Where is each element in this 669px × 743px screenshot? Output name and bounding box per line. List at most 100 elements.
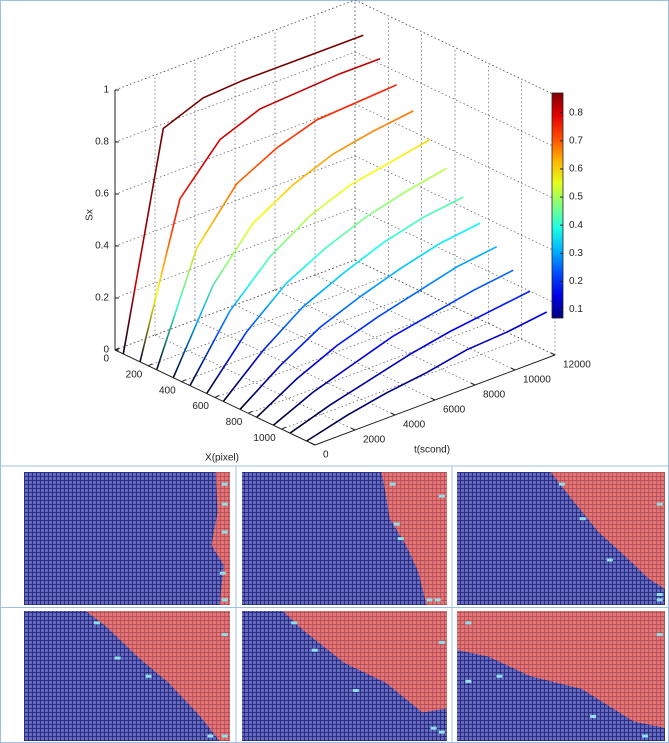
snapshot-spot	[465, 679, 472, 683]
snapshot-region	[550, 472, 665, 590]
snapshot-spot	[145, 674, 152, 678]
waterfall-curve	[155, 84, 398, 371]
snapshot-spot	[642, 734, 649, 738]
waterfall-curve	[139, 57, 381, 363]
grid-line	[281, 338, 522, 430]
waterfall-curve	[172, 110, 414, 379]
tick-mark	[550, 352, 556, 356]
grid-line	[154, 334, 356, 431]
z-tick-label: 0.6	[95, 189, 109, 200]
snapshot-spot	[590, 715, 597, 718]
snapshot-spot	[114, 656, 121, 660]
snapshot-spot	[579, 517, 586, 521]
snapshot-spot	[221, 530, 228, 534]
z-axis-label: Sx	[85, 209, 96, 221]
tick-mark	[350, 427, 356, 431]
snapshot-spot	[94, 621, 101, 625]
snapshot-spot	[656, 598, 663, 602]
z-tick-label: 1	[103, 85, 109, 96]
grid-line	[248, 323, 489, 414]
grid-line	[354, 0, 556, 96]
snapshot-spot	[656, 502, 663, 506]
snapshot-spot	[393, 522, 400, 526]
snapshot-spot	[656, 633, 663, 637]
x-tick-label: 200	[126, 369, 143, 380]
snapshot-spot	[221, 502, 228, 506]
z-tick-label: 0	[103, 345, 109, 356]
colorbar-tick-label: 0.4	[569, 220, 583, 231]
t-tick-label: 2000	[363, 435, 386, 446]
waterfall-curve	[122, 34, 364, 355]
waterfall-curve	[306, 311, 548, 442]
grid-line	[214, 307, 456, 398]
waterfall-curve	[272, 269, 514, 426]
colorbar-tick-label: 0.2	[569, 276, 583, 287]
waterfall-curve	[189, 138, 431, 386]
x-tick-label: 1000	[253, 433, 276, 444]
grid-line	[314, 274, 516, 371]
tick-mark	[148, 363, 153, 367]
grid-line	[148, 275, 389, 367]
snapshot-spot	[438, 640, 445, 644]
x-tick-label: 0	[103, 354, 109, 365]
colorbar-tick-label: 0.7	[569, 135, 583, 146]
snapshot-spot	[426, 598, 433, 602]
x-axis-label: X(pixel)	[205, 453, 239, 464]
snapshot-spot	[221, 734, 228, 738]
waterfall-curve	[222, 196, 464, 402]
snapshot-spot	[558, 482, 565, 486]
tick-mark	[248, 410, 253, 414]
snapshot-spot	[221, 633, 228, 637]
snapshot-spot	[434, 598, 441, 602]
colorbar-tick-label: 0.1	[569, 304, 583, 315]
tick-mark	[430, 397, 436, 401]
t-tick-label: 8000	[483, 390, 506, 401]
t-tick-label: 12000	[563, 360, 591, 371]
x-tick-label: 800	[226, 417, 243, 428]
snapshot-spot	[465, 621, 472, 625]
x-tick-label: 400	[159, 385, 176, 396]
colorbar-tick-label: 0.5	[569, 192, 583, 203]
snapshot-panels	[24, 472, 665, 741]
colorbar	[551, 92, 564, 319]
waterfall-curve	[206, 167, 448, 394]
grid-line	[181, 291, 422, 382]
t-tick-label: 0	[323, 450, 329, 461]
waterfall-curve	[256, 245, 498, 418]
waterfall-curve	[239, 222, 481, 410]
snapshot-spot	[221, 598, 228, 602]
z-tick-label: 0.4	[95, 241, 109, 252]
grid-line	[114, 0, 356, 91]
t-tick-label: 4000	[403, 420, 426, 431]
t-tick-label: 6000	[443, 405, 466, 416]
snapshot-region	[283, 611, 447, 713]
snapshot-spot	[397, 537, 404, 541]
tick-mark	[114, 347, 120, 351]
tick-mark	[281, 426, 286, 430]
snapshot-spot	[219, 571, 226, 575]
grid-line	[274, 289, 476, 386]
snapshot-region	[457, 611, 665, 728]
snapshot-spot	[291, 621, 298, 625]
t-tick-label: 10000	[523, 375, 551, 386]
snapshot-spot	[221, 482, 228, 486]
snapshot-spot	[496, 674, 503, 678]
tick-mark	[181, 379, 186, 383]
waterfall-curve	[289, 290, 531, 434]
snapshot-spot	[430, 726, 437, 730]
tick-mark	[390, 412, 396, 416]
plot-3d: 00.20.40.60.8102004006008001000020004000…	[95, 0, 591, 461]
snapshot-spot	[207, 734, 214, 738]
tick-mark	[310, 442, 316, 446]
z-tick-label: 0.8	[95, 137, 109, 148]
colorbar-tick-label: 0.3	[569, 248, 583, 259]
tick-mark	[470, 382, 476, 386]
snapshot-spot	[656, 593, 663, 597]
colorbar-tick-label: 0.6	[569, 164, 583, 175]
snapshot-spot	[438, 494, 445, 498]
z-tick-label: 0.2	[95, 293, 109, 304]
snapshot-spot	[389, 482, 396, 486]
t-axis-label: t(scond)	[414, 445, 450, 456]
tick-mark	[214, 395, 220, 398]
